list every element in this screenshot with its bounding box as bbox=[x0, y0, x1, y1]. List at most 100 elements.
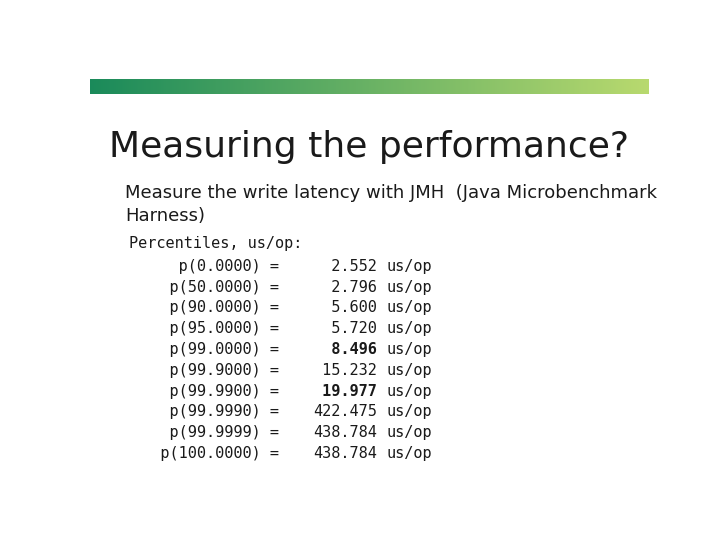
Text: us/op: us/op bbox=[387, 321, 433, 336]
Bar bbox=[542, 79, 545, 94]
Text: us/op: us/op bbox=[387, 446, 433, 461]
Bar bbox=[140, 79, 143, 94]
Bar bbox=[328, 79, 331, 94]
Text: p(99.9999) =: p(99.9999) = bbox=[132, 425, 279, 440]
Bar bbox=[209, 79, 212, 94]
Bar bbox=[503, 79, 506, 94]
Bar bbox=[285, 79, 288, 94]
Bar bbox=[549, 79, 552, 94]
Bar bbox=[261, 79, 264, 94]
Bar bbox=[168, 79, 171, 94]
Bar bbox=[142, 79, 145, 94]
Bar bbox=[477, 79, 480, 94]
Text: us/op: us/op bbox=[387, 404, 433, 420]
Bar bbox=[110, 79, 114, 94]
Bar bbox=[289, 79, 292, 94]
Bar bbox=[639, 79, 642, 94]
Bar bbox=[205, 79, 208, 94]
Bar bbox=[153, 79, 156, 94]
Bar bbox=[628, 79, 631, 94]
Bar bbox=[199, 79, 203, 94]
Bar bbox=[577, 79, 580, 94]
Bar bbox=[555, 79, 558, 94]
Bar bbox=[131, 79, 134, 94]
Bar bbox=[536, 79, 539, 94]
Bar bbox=[412, 79, 415, 94]
Bar bbox=[259, 79, 262, 94]
Bar bbox=[94, 79, 96, 94]
Bar bbox=[367, 79, 370, 94]
Bar bbox=[137, 79, 140, 94]
Bar bbox=[566, 79, 569, 94]
Bar bbox=[194, 79, 197, 94]
Bar bbox=[646, 79, 649, 94]
Bar bbox=[351, 79, 354, 94]
Bar bbox=[587, 79, 590, 94]
Bar bbox=[611, 79, 613, 94]
Text: 5.720: 5.720 bbox=[313, 321, 377, 336]
Bar bbox=[365, 79, 368, 94]
Text: 15.232: 15.232 bbox=[313, 363, 377, 378]
Bar bbox=[603, 79, 606, 94]
Bar bbox=[298, 79, 301, 94]
Text: p(100.0000) =: p(100.0000) = bbox=[132, 446, 279, 461]
Bar bbox=[618, 79, 621, 94]
Bar bbox=[449, 79, 452, 94]
Text: 438.784: 438.784 bbox=[313, 425, 377, 440]
Bar bbox=[574, 79, 577, 94]
Bar bbox=[421, 79, 424, 94]
Bar bbox=[561, 79, 564, 94]
Bar bbox=[338, 79, 341, 94]
Bar bbox=[222, 79, 225, 94]
Bar bbox=[579, 79, 582, 94]
Bar bbox=[486, 79, 489, 94]
Bar bbox=[609, 79, 612, 94]
Bar bbox=[336, 79, 338, 94]
Bar bbox=[425, 79, 428, 94]
Bar bbox=[393, 79, 396, 94]
Bar bbox=[514, 79, 517, 94]
Bar bbox=[531, 79, 534, 94]
Bar bbox=[441, 79, 444, 94]
Text: 438.784: 438.784 bbox=[313, 446, 377, 461]
Bar bbox=[615, 79, 618, 94]
Bar bbox=[588, 79, 591, 94]
Bar bbox=[380, 79, 383, 94]
Bar bbox=[177, 79, 181, 94]
Bar bbox=[431, 79, 433, 94]
Bar bbox=[179, 79, 182, 94]
Bar bbox=[138, 79, 141, 94]
Text: p(99.9990) =: p(99.9990) = bbox=[132, 404, 279, 420]
Bar bbox=[596, 79, 599, 94]
Bar bbox=[348, 79, 351, 94]
Bar bbox=[192, 79, 195, 94]
Bar bbox=[501, 79, 504, 94]
Bar bbox=[406, 79, 409, 94]
Bar bbox=[495, 79, 498, 94]
Bar bbox=[601, 79, 605, 94]
Bar bbox=[613, 79, 616, 94]
Bar bbox=[423, 79, 426, 94]
Bar bbox=[364, 79, 366, 94]
Bar bbox=[300, 79, 303, 94]
Text: p(50.0000) =: p(50.0000) = bbox=[132, 280, 279, 295]
Bar bbox=[408, 79, 411, 94]
Bar bbox=[97, 79, 100, 94]
Bar bbox=[387, 79, 390, 94]
Text: us/op: us/op bbox=[387, 259, 433, 274]
Bar bbox=[324, 79, 328, 94]
Bar bbox=[466, 79, 469, 94]
Bar bbox=[552, 79, 554, 94]
Bar bbox=[499, 79, 502, 94]
Text: p(99.0000) =: p(99.0000) = bbox=[132, 342, 279, 357]
Bar bbox=[520, 79, 523, 94]
Bar bbox=[629, 79, 632, 94]
Bar bbox=[343, 79, 346, 94]
Bar bbox=[132, 79, 136, 94]
Bar bbox=[413, 79, 417, 94]
Text: p(99.9000) =: p(99.9000) = bbox=[132, 363, 279, 378]
Bar bbox=[562, 79, 565, 94]
Bar bbox=[434, 79, 437, 94]
Bar bbox=[447, 79, 450, 94]
Bar bbox=[224, 79, 227, 94]
